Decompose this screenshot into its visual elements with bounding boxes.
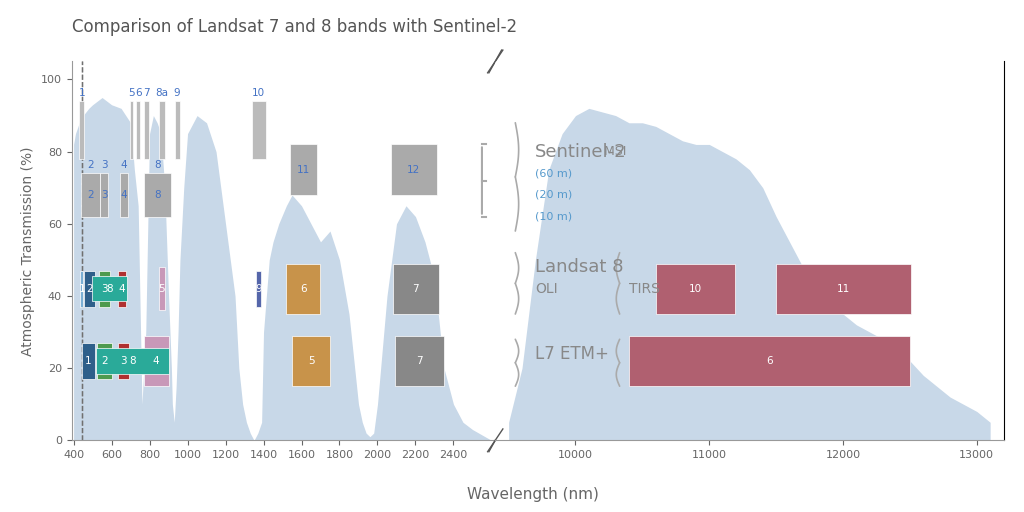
FancyBboxPatch shape bbox=[292, 336, 330, 386]
Text: 11: 11 bbox=[837, 284, 850, 294]
FancyBboxPatch shape bbox=[143, 101, 148, 159]
Text: 7: 7 bbox=[143, 88, 150, 97]
FancyBboxPatch shape bbox=[136, 101, 140, 159]
FancyBboxPatch shape bbox=[392, 264, 438, 314]
FancyBboxPatch shape bbox=[84, 271, 95, 307]
Text: 10: 10 bbox=[252, 88, 265, 97]
Text: (60 m): (60 m) bbox=[536, 168, 572, 178]
Text: 8a: 8a bbox=[156, 88, 168, 97]
FancyBboxPatch shape bbox=[390, 144, 436, 195]
FancyBboxPatch shape bbox=[290, 144, 317, 195]
Text: 2: 2 bbox=[87, 190, 94, 200]
Text: 5: 5 bbox=[307, 356, 314, 366]
FancyBboxPatch shape bbox=[79, 101, 84, 159]
FancyBboxPatch shape bbox=[160, 267, 165, 310]
Text: 9: 9 bbox=[174, 88, 180, 97]
Text: 2: 2 bbox=[86, 284, 92, 294]
Text: 7: 7 bbox=[416, 356, 423, 366]
Text: 3: 3 bbox=[120, 356, 127, 366]
FancyBboxPatch shape bbox=[82, 343, 95, 379]
FancyBboxPatch shape bbox=[96, 348, 169, 374]
Y-axis label: Atmospheric Transmission (%): Atmospheric Transmission (%) bbox=[22, 146, 36, 356]
Text: 1: 1 bbox=[79, 88, 85, 97]
FancyBboxPatch shape bbox=[92, 276, 127, 302]
Text: 11: 11 bbox=[297, 165, 310, 175]
Text: Landsat 8: Landsat 8 bbox=[536, 258, 624, 276]
Text: L7 ETM+: L7 ETM+ bbox=[536, 345, 609, 362]
FancyBboxPatch shape bbox=[175, 101, 179, 159]
Text: 8: 8 bbox=[129, 356, 136, 366]
FancyBboxPatch shape bbox=[655, 264, 734, 314]
FancyBboxPatch shape bbox=[143, 173, 171, 217]
Text: 6: 6 bbox=[135, 88, 141, 97]
Text: Wavelength (nm): Wavelength (nm) bbox=[467, 487, 598, 502]
Text: 2: 2 bbox=[87, 160, 94, 169]
FancyBboxPatch shape bbox=[120, 173, 128, 217]
Text: 4: 4 bbox=[121, 160, 127, 169]
Text: MSI: MSI bbox=[600, 145, 626, 158]
FancyBboxPatch shape bbox=[286, 264, 321, 314]
FancyBboxPatch shape bbox=[256, 271, 261, 307]
Text: 5: 5 bbox=[159, 284, 165, 294]
Text: 5: 5 bbox=[128, 88, 135, 97]
Text: (10 m): (10 m) bbox=[536, 211, 572, 222]
FancyBboxPatch shape bbox=[80, 271, 83, 307]
Text: 6: 6 bbox=[766, 356, 773, 366]
Text: Comparison of Landsat 7 and 8 bands with Sentinel-2: Comparison of Landsat 7 and 8 bands with… bbox=[72, 18, 517, 36]
Text: 4: 4 bbox=[153, 356, 160, 366]
Text: 4: 4 bbox=[119, 284, 125, 294]
FancyBboxPatch shape bbox=[118, 343, 129, 379]
FancyBboxPatch shape bbox=[776, 264, 911, 314]
Text: Sentinel-2: Sentinel-2 bbox=[536, 143, 627, 161]
FancyBboxPatch shape bbox=[252, 101, 266, 159]
Text: 3: 3 bbox=[100, 160, 108, 169]
Text: 8: 8 bbox=[155, 160, 161, 169]
Text: 10: 10 bbox=[689, 284, 701, 294]
FancyBboxPatch shape bbox=[81, 173, 100, 217]
Text: 2: 2 bbox=[100, 356, 108, 366]
Text: 8: 8 bbox=[106, 284, 113, 294]
Text: 6: 6 bbox=[300, 284, 306, 294]
FancyBboxPatch shape bbox=[130, 101, 133, 159]
FancyBboxPatch shape bbox=[629, 336, 910, 386]
Text: 3: 3 bbox=[100, 190, 108, 200]
Text: 8: 8 bbox=[155, 190, 161, 200]
FancyBboxPatch shape bbox=[98, 271, 110, 307]
FancyBboxPatch shape bbox=[99, 173, 109, 217]
Text: TIRS: TIRS bbox=[629, 282, 659, 296]
Text: 4: 4 bbox=[121, 190, 127, 200]
Text: 7: 7 bbox=[413, 284, 419, 294]
Text: 9: 9 bbox=[255, 284, 262, 294]
Text: OLI: OLI bbox=[536, 282, 558, 296]
FancyBboxPatch shape bbox=[143, 336, 169, 386]
Text: 12: 12 bbox=[407, 165, 420, 175]
Text: 3: 3 bbox=[100, 284, 108, 294]
Text: (20 m): (20 m) bbox=[536, 190, 572, 200]
FancyBboxPatch shape bbox=[394, 336, 444, 386]
Text: 1: 1 bbox=[79, 284, 85, 294]
Text: 1: 1 bbox=[85, 356, 92, 366]
FancyBboxPatch shape bbox=[96, 343, 112, 379]
FancyBboxPatch shape bbox=[159, 101, 165, 159]
FancyBboxPatch shape bbox=[119, 271, 126, 307]
